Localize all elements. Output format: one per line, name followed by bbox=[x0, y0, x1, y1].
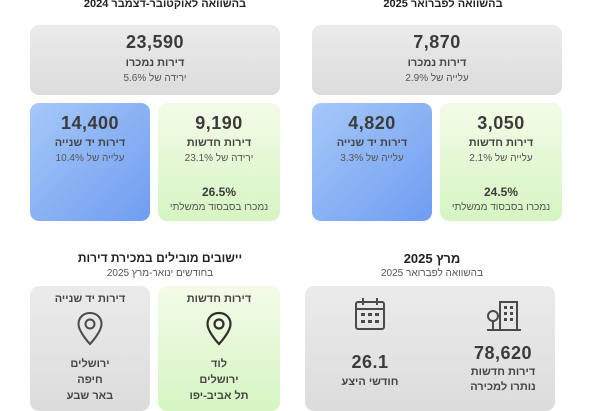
left-new-subsidy-pct: 26.5% bbox=[201, 185, 237, 199]
right-top-header: בהשוואה לפברואר 2025 bbox=[383, 0, 503, 10]
march-unsold-label-2: נותרו למכירה bbox=[470, 381, 536, 393]
left-summary-change: ירידה של 5.6% bbox=[123, 73, 187, 84]
march-unsold-value: 78,620 bbox=[473, 343, 533, 363]
left-second-hand-value: 14,400 bbox=[60, 113, 120, 133]
left-new-card: 9,190 דירות חדשות ירידה של 23.1% 26.5% נ… bbox=[158, 103, 280, 221]
leading-second-hand-label: דירות יד שנייה bbox=[54, 293, 126, 305]
leading-second-hand-city-3: באר שבע bbox=[66, 390, 114, 402]
leading-second-hand-card: דירות יד שנייה ירושלים חיפה באר שבע bbox=[30, 286, 150, 411]
march-title: מרץ 2025 bbox=[403, 251, 461, 266]
left-new-value: 9,190 bbox=[195, 113, 243, 133]
march-card: 26.1 חודשי היצע 78,620 דירות חדשות נותרו… bbox=[305, 286, 555, 411]
right-summary-change: עלייה של 2.9% bbox=[405, 73, 469, 84]
buildings-icon bbox=[485, 296, 523, 334]
right-new-card: 3,050 דירות חדשות עלייה של 2.1% 24.5% נמ… bbox=[440, 103, 562, 221]
left-top-header: בהשוואה לאוקטובר-דצמבר 2024 bbox=[83, 0, 247, 10]
left-summary-card: 23,590 דירות נמכרו ירידה של 5.6% bbox=[30, 25, 280, 95]
right-summary-label: דירות נמכרו bbox=[407, 57, 467, 69]
left-summary-value: 23,590 bbox=[125, 32, 185, 52]
right-second-hand-label: דירות יד שנייה bbox=[336, 137, 408, 149]
right-new-label: דירות חדשות bbox=[468, 137, 534, 149]
leading-second-hand-city-2: חיפה bbox=[77, 374, 103, 386]
leading-new-city-1: לוד bbox=[210, 358, 227, 370]
leading-new-city-3: תל אביב-יפו bbox=[189, 390, 249, 402]
map-pin-icon bbox=[203, 310, 235, 348]
march-unsold-label: דירות חדשות bbox=[470, 366, 536, 378]
left-second-hand-label: דירות יד שנייה bbox=[54, 137, 126, 149]
leading-title: יישובים מובילים במכירת דירות bbox=[77, 251, 243, 265]
left-second-hand-change: עלייה של 10.4% bbox=[55, 153, 125, 164]
leading-second-hand-city-1: ירושלים bbox=[70, 358, 110, 370]
right-new-subsidy-pct: 24.5% bbox=[483, 185, 519, 199]
march-subtitle: בהשוואה לפברואר 2025 bbox=[381, 268, 483, 279]
left-new-change: ירידה של 23.1% bbox=[184, 153, 254, 164]
left-summary-label: דירות נמכרו bbox=[125, 57, 185, 69]
left-second-hand-card: 14,400 דירות יד שנייה עלייה של 10.4% bbox=[30, 103, 150, 221]
right-summary-card: 7,870 דירות נמכרו עלייה של 2.9% bbox=[312, 25, 562, 95]
leading-new-city-2: ירושלים bbox=[199, 374, 239, 386]
left-new-subsidy-label: נמכרו בסבסוד ממשלתי bbox=[169, 202, 269, 213]
right-new-change: עלייה של 2.1% bbox=[469, 153, 533, 164]
leading-subtitle: בחודשים ינואר-מרץ 2025 bbox=[106, 268, 214, 279]
left-new-label: דירות חדשות bbox=[186, 137, 252, 149]
map-pin-icon bbox=[74, 310, 106, 348]
right-summary-value: 7,870 bbox=[413, 32, 461, 52]
right-second-hand-value: 4,820 bbox=[348, 113, 396, 133]
right-new-value: 3,050 bbox=[477, 113, 525, 133]
leading-new-label: דירות חדשות bbox=[186, 293, 252, 305]
leading-new-card: דירות חדשות לוד ירושלים תל אביב-יפו bbox=[158, 286, 280, 411]
march-supply-value: 26.1 bbox=[351, 352, 389, 372]
march-supply-label: חודשי היצע bbox=[341, 376, 399, 388]
right-second-hand-change: עלייה של 3.3% bbox=[340, 153, 404, 164]
calendar-icon bbox=[353, 296, 387, 332]
right-new-subsidy-label: נמכרו בסבסוד ממשלתי bbox=[451, 202, 551, 213]
right-second-hand-card: 4,820 דירות יד שנייה עלייה של 3.3% bbox=[312, 103, 432, 221]
